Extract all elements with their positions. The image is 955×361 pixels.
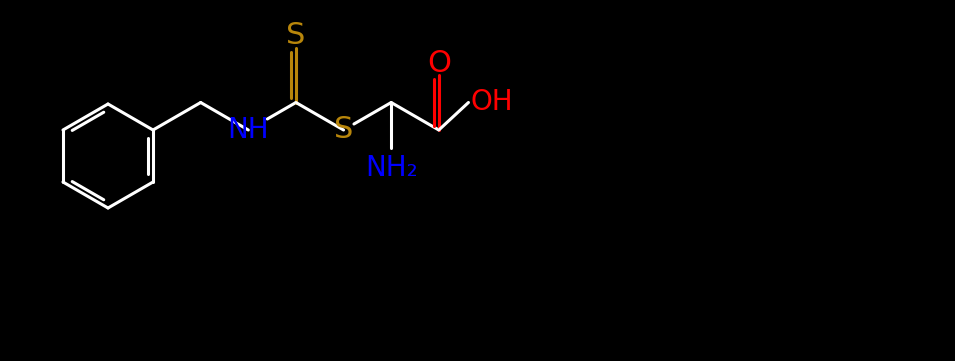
Text: NH₂: NH₂ — [365, 153, 417, 182]
Text: OH: OH — [470, 88, 513, 117]
Text: NH: NH — [227, 116, 269, 144]
Text: O: O — [427, 48, 451, 78]
Text: S: S — [334, 116, 353, 144]
Text: S: S — [286, 21, 306, 50]
